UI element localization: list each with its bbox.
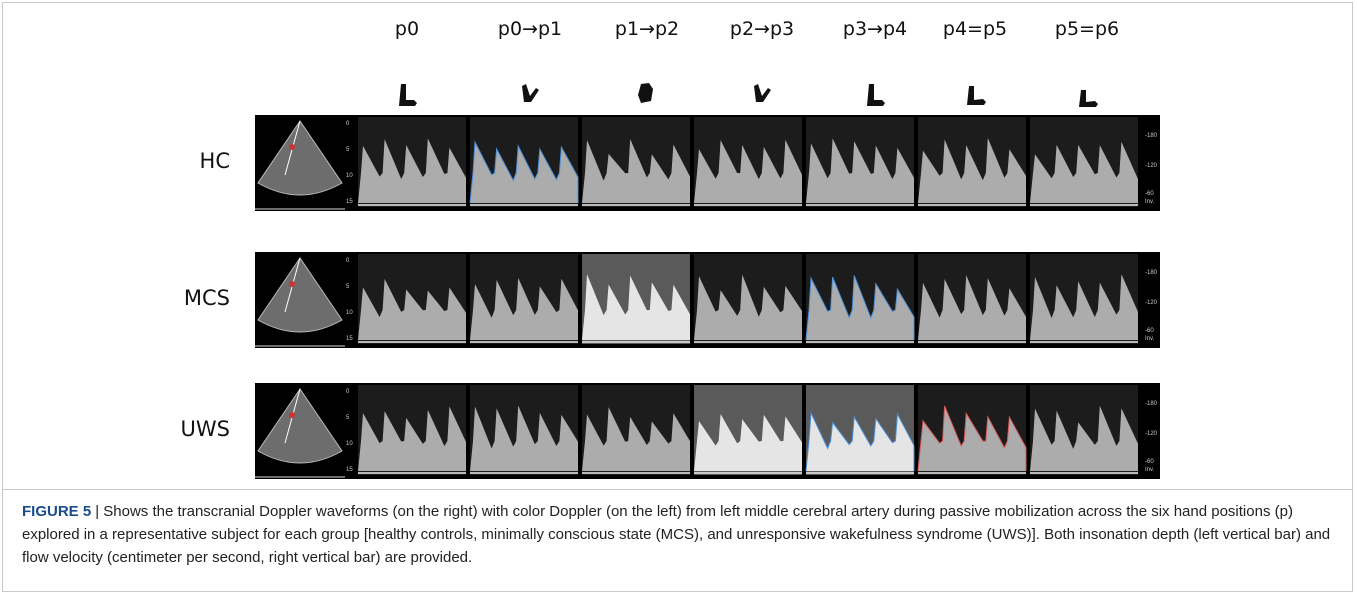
hand-icon	[399, 84, 417, 106]
velocity-label: -180	[1145, 401, 1158, 407]
column-header: p4=p5	[920, 18, 1030, 40]
hand-icon	[967, 86, 986, 105]
caption-label: FIGURE 5	[22, 503, 91, 520]
depth-label: 15	[346, 336, 353, 342]
velocity-label: -120	[1145, 431, 1158, 437]
velocity-label: Inv.	[1145, 467, 1155, 473]
velocity-label: -180	[1145, 270, 1158, 276]
depth-label: 10	[346, 310, 353, 316]
hand-icon	[754, 84, 771, 102]
column-header: p1→p2	[592, 18, 702, 40]
sample-gate	[289, 412, 295, 418]
sample-gate	[289, 281, 295, 287]
velocity-label: -120	[1145, 300, 1158, 306]
velocity-label: -60	[1145, 328, 1154, 334]
row-label: MCS	[150, 286, 230, 310]
hand-icon	[522, 84, 539, 102]
caption-text: | Shows the transcranial Doppler wavefor…	[22, 503, 1330, 566]
depth-label: 15	[346, 199, 353, 205]
row-label: UWS	[150, 417, 230, 441]
velocity-label: -180	[1145, 133, 1158, 139]
hand-icon	[1079, 90, 1098, 107]
depth-label: 15	[346, 467, 353, 473]
depth-label: 10	[346, 441, 353, 447]
velocity-label: Inv.	[1145, 336, 1155, 342]
velocity-label: -60	[1145, 459, 1154, 465]
page: 051015-180-120-60Inv.051015-180-120-60In…	[0, 0, 1357, 596]
column-header: p3→p4	[820, 18, 930, 40]
velocity-label: Inv.	[1145, 199, 1155, 205]
hand-icon	[638, 83, 653, 103]
column-header: p0	[352, 18, 462, 40]
row-label: HC	[150, 149, 230, 173]
column-header: p2→p3	[707, 18, 817, 40]
column-header: p0→p1	[475, 18, 585, 40]
hand-icon	[867, 84, 885, 106]
sample-gate	[289, 144, 295, 150]
column-header: p5=p6	[1032, 18, 1142, 40]
caption: FIGURE 5| Shows the transcranial Doppler…	[22, 500, 1337, 569]
velocity-label: -60	[1145, 191, 1154, 197]
depth-label: 10	[346, 173, 353, 179]
velocity-label: -120	[1145, 163, 1158, 169]
